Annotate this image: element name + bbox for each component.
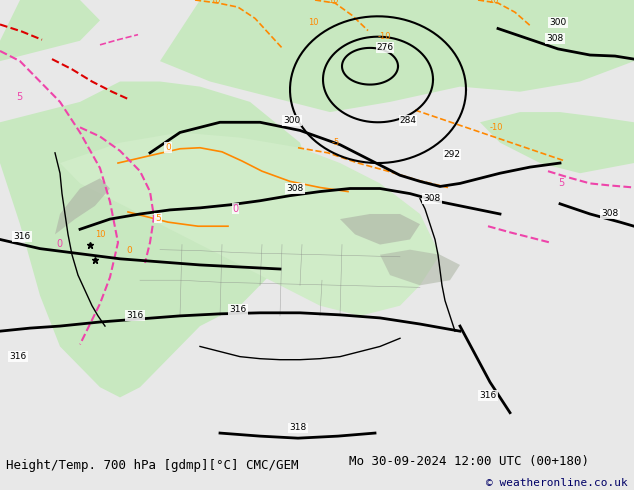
Text: -10: -10: [378, 32, 392, 41]
Text: 10: 10: [95, 230, 105, 240]
Text: 308: 308: [602, 210, 619, 219]
Text: 0: 0: [165, 143, 171, 152]
Text: 10: 10: [328, 0, 339, 5]
Text: -5: -5: [332, 138, 340, 147]
Text: 10: 10: [210, 0, 221, 5]
Text: 316: 316: [10, 352, 27, 361]
Text: 308: 308: [287, 184, 304, 193]
Text: 5: 5: [155, 214, 161, 222]
Polygon shape: [340, 214, 420, 245]
Text: Height/Temp. 700 hPa [gdmp][°C] CMC/GEM: Height/Temp. 700 hPa [gdmp][°C] CMC/GEM: [6, 459, 299, 472]
Text: 0: 0: [56, 239, 62, 248]
Text: -10: -10: [490, 123, 503, 132]
Text: 292: 292: [444, 150, 460, 159]
Text: 308: 308: [547, 34, 564, 43]
Text: 300: 300: [550, 18, 567, 27]
Polygon shape: [55, 178, 110, 234]
Polygon shape: [0, 81, 320, 397]
Text: 10: 10: [488, 0, 498, 5]
Text: © weatheronline.co.uk: © weatheronline.co.uk: [486, 477, 628, 488]
Polygon shape: [0, 0, 100, 61]
Text: Mo 30-09-2024 12:00 UTC (00+180): Mo 30-09-2024 12:00 UTC (00+180): [349, 455, 589, 468]
Polygon shape: [480, 112, 634, 173]
Text: 10: 10: [308, 19, 318, 27]
Text: 284: 284: [399, 116, 417, 125]
Text: 276: 276: [377, 44, 394, 52]
Text: 0: 0: [126, 245, 132, 255]
Text: 316: 316: [230, 305, 247, 314]
Text: 316: 316: [13, 232, 30, 241]
Text: 5: 5: [16, 92, 22, 102]
Text: 300: 300: [283, 116, 301, 125]
Polygon shape: [60, 132, 440, 316]
Text: 5: 5: [558, 178, 564, 189]
Text: 316: 316: [126, 311, 144, 320]
Text: 316: 316: [479, 391, 496, 400]
Text: 318: 318: [289, 423, 307, 433]
Polygon shape: [160, 0, 634, 112]
Text: 0: 0: [232, 204, 238, 214]
Polygon shape: [380, 249, 460, 285]
Text: 308: 308: [424, 194, 441, 203]
